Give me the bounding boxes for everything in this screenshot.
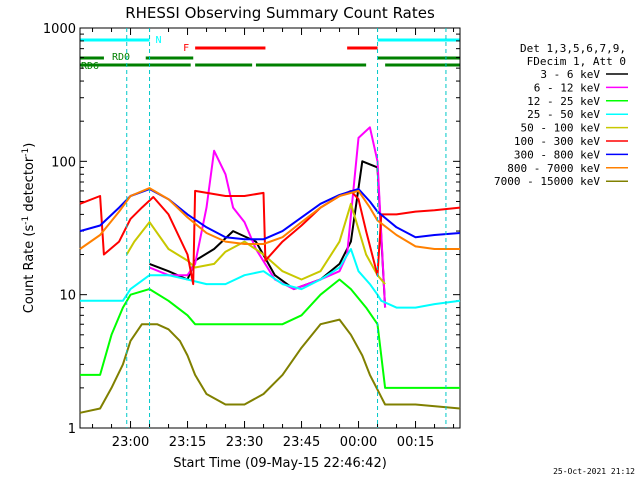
x-axis-label: Start Time (09-May-15 22:46:42): [173, 456, 387, 471]
y-tick-label: 100: [51, 155, 76, 170]
legend-entry-9: 7000 - 15000 keV: [494, 175, 600, 188]
series-line-2: [149, 126, 387, 308]
y-axis-label-close: ): [22, 143, 37, 148]
legend-entry-5: 50 - 100 keV: [521, 122, 601, 135]
axis-ticks: [80, 28, 460, 429]
y-tick-labels: 1 10 100 1000: [43, 22, 76, 437]
legend-entry-4: 25 - 50 keV: [527, 108, 600, 121]
series-line-4: [80, 248, 461, 309]
x-tick-label: 23:45: [283, 435, 320, 450]
x-tick-label: 23:15: [169, 435, 206, 450]
series-line-8: [79, 187, 460, 250]
legend-entry-6: 100 - 300 keV: [514, 135, 600, 148]
y-tick-label: 1: [68, 422, 76, 437]
x-tick-label: 00:00: [340, 435, 377, 450]
night-markers: [126, 28, 447, 428]
legend-entry-7: 300 - 800 keV: [514, 148, 600, 161]
flag-label-rd0: RD0: [112, 52, 130, 63]
flag-label-rd6: RD6: [81, 61, 99, 72]
legend-header-line-1: Det 1,3,5,6,7,9,: [520, 42, 626, 55]
y-axis-label-prefix: Count Rate (s: [22, 225, 37, 314]
footer-date: 25-Oct-2021 21:12: [553, 467, 635, 476]
y-tick-label: 10: [59, 289, 76, 304]
y-axis-label: Count Rate (s-1 detector-1): [21, 143, 37, 314]
legend-entry-8: 800 - 7000 keV: [507, 162, 600, 175]
series-layer: [79, 126, 461, 414]
x-tick-label: 23:00: [112, 435, 149, 450]
y-axis-label-sup2: -1: [21, 148, 31, 157]
y-axis-label-sup: -1: [21, 216, 31, 225]
legend: Det 1,3,5,6,7,9, FDecim 1, Att 0 3 - 6 k…: [494, 42, 628, 188]
x-tick-label: 23:30: [226, 435, 263, 450]
series-line-9: [79, 318, 461, 414]
legend-entry-2: 6 - 12 keV: [534, 81, 601, 94]
x-tick-labels: 23:00 23:15 23:30 23:45 00:00 00:15: [112, 435, 434, 450]
legend-header-line-2: FDecim 1, Att 0: [527, 55, 626, 68]
series-line-6: [79, 189, 461, 286]
chart-title: RHESSI Observing Summary Count Rates: [125, 4, 435, 22]
flag-label-night: N: [156, 35, 162, 46]
plot-frame: [79, 27, 461, 429]
series-line-5: [125, 202, 386, 285]
legend-entry-1: 3 - 6 keV: [540, 68, 600, 81]
y-axis-label-suffix: detector: [22, 156, 37, 216]
legend-entry-3: 12 - 25 keV: [527, 95, 600, 108]
flag-label-flare: F: [183, 43, 189, 54]
y-tick-label: 1000: [43, 22, 76, 37]
series-line-3: [80, 278, 460, 389]
flag-bars: N F RD0 RD6: [80, 35, 460, 72]
x-tick-label: 00:15: [397, 435, 434, 450]
